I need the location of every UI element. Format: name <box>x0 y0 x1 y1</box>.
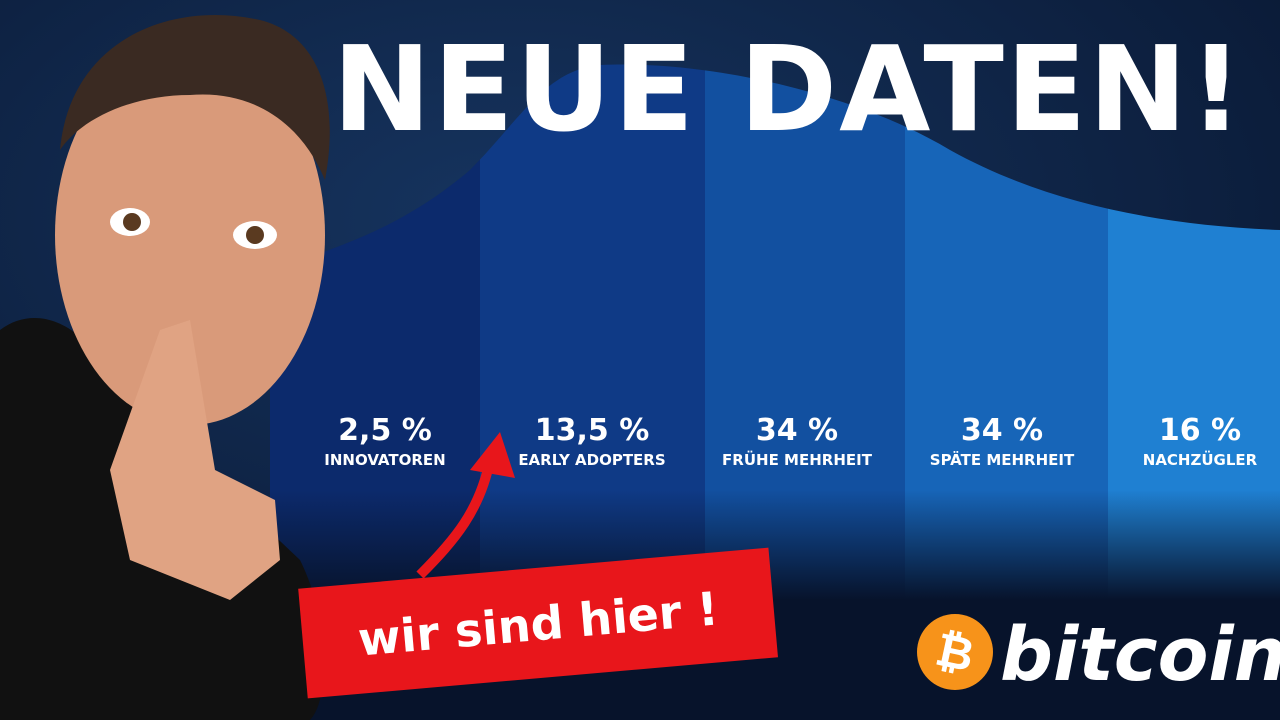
person <box>0 15 330 720</box>
segment-label: INNOVATOREN <box>324 451 445 469</box>
brand-name: bitcoin <box>1000 612 1280 698</box>
callout-box: wir sind hier ! <box>298 547 778 699</box>
segment-value: 16 % <box>1159 413 1241 448</box>
segment-value: 34 % <box>756 413 838 448</box>
arrow-head <box>470 432 515 478</box>
hair <box>60 15 330 180</box>
segment-label: SPÄTE MEHRHEIT <box>930 450 1075 469</box>
iris <box>123 213 141 231</box>
segment-value: 34 % <box>961 413 1043 448</box>
hand <box>110 320 280 600</box>
segment-labels: 2,5 % INNOVATOREN 13,5 % EARLY ADOPTERS 34 %… <box>324 413 1257 469</box>
segment-value: 2,5 % <box>338 413 432 448</box>
brand-icon-bg <box>917 614 993 690</box>
title: NEUE DATEN! <box>332 20 1245 158</box>
iris <box>246 226 264 244</box>
face <box>55 45 325 425</box>
segment-value: 13,5 % <box>535 413 650 448</box>
segment-label: NACHZÜGLER <box>1143 450 1258 469</box>
segment-label: FRÜHE MEHRHEIT <box>722 450 873 469</box>
callout-bg <box>298 547 778 699</box>
segment-label: EARLY ADOPTERS <box>518 451 665 469</box>
arrow <box>416 459 495 579</box>
